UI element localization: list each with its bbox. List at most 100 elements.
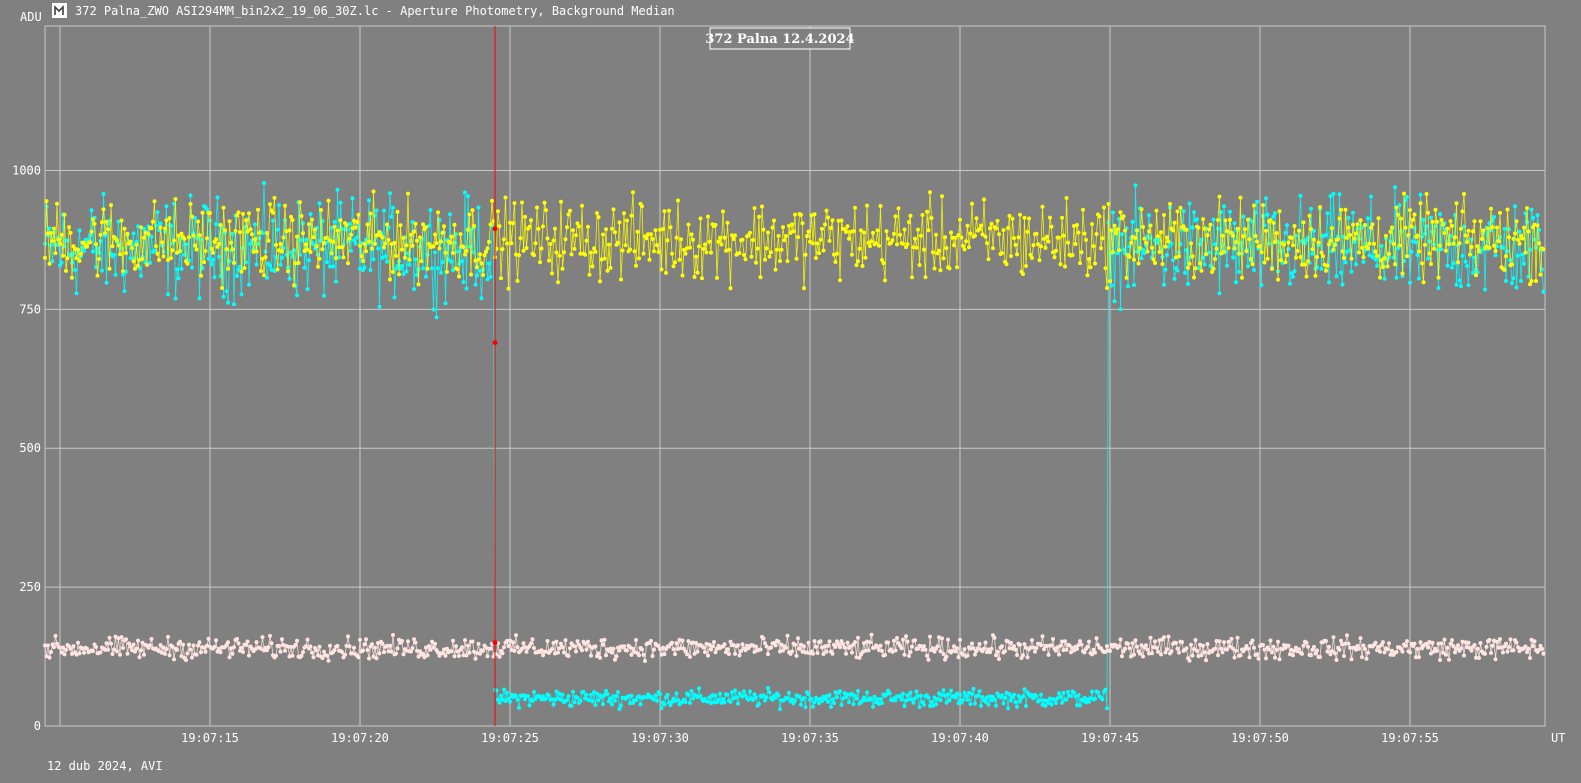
pink-series-point [1184, 646, 1189, 651]
cyan-series-point [283, 218, 287, 223]
yellow-series-point [193, 243, 197, 248]
cyan-series-point [901, 691, 905, 696]
cyan-series-point [983, 699, 988, 704]
cyan-series-point [1411, 239, 1415, 244]
pink-series-point [1475, 646, 1480, 651]
yellow-series-point [145, 262, 149, 267]
yellow-series-point [1525, 206, 1529, 211]
yellow-series-point [827, 238, 832, 243]
cyan-series-point [770, 697, 775, 702]
pink-series-point [391, 633, 395, 637]
pink-series-point [766, 652, 770, 657]
yellow-series-point [440, 230, 445, 235]
yellow-series-point [796, 235, 800, 240]
cyan-series-point [1192, 210, 1196, 215]
pink-series-point [170, 644, 175, 649]
pink-series-point [1220, 650, 1225, 655]
pink-series-point [356, 655, 361, 660]
yellow-series-point [296, 261, 301, 265]
cyan-series-point [1457, 278, 1462, 283]
pink-series-point [112, 647, 116, 652]
cyan-series-point [334, 279, 338, 284]
yellow-series-point [1502, 267, 1507, 272]
pink-series-point [286, 644, 290, 649]
pink-series-point [736, 643, 740, 648]
yellow-series-point [811, 241, 815, 246]
pink-series-point [1130, 641, 1135, 646]
cyan-series-point [451, 268, 455, 273]
pink-series-point [1150, 651, 1154, 656]
cyan-series-point [1469, 237, 1474, 242]
pink-series-point [421, 651, 425, 656]
yellow-series-point [851, 229, 856, 234]
yellow-series-point [133, 266, 137, 271]
cyan-series-point [707, 695, 712, 700]
yellow-series-point [554, 250, 559, 255]
yellow-series-point [179, 231, 184, 236]
yellow-series-point [1087, 257, 1091, 261]
pink-series-point [944, 654, 949, 659]
pink-series-point [125, 651, 130, 656]
pink-series-point [952, 644, 956, 649]
cyan-series-point [844, 695, 848, 700]
yellow-series-point [1028, 252, 1033, 257]
cyan-series-point [428, 208, 433, 213]
yellow-series-point [605, 268, 610, 273]
pink-series-point [142, 652, 146, 657]
yellow-series-point [1268, 218, 1273, 223]
yellow-series-point [1249, 257, 1253, 261]
pink-series-point [1256, 656, 1261, 661]
yellow-series-point [845, 224, 850, 229]
yellow-series-point [457, 274, 461, 279]
yellow-series-point [1454, 201, 1459, 206]
y-tick-label: 0 [34, 719, 41, 733]
cyan-series-point [593, 703, 598, 707]
pink-series-point [361, 648, 365, 653]
cyan-series-point [907, 697, 911, 702]
pink-series-point [956, 655, 961, 660]
yellow-series-point [968, 231, 973, 236]
yellow-series-point [190, 214, 194, 219]
cyan-series-point [173, 296, 178, 301]
pink-series-point [283, 648, 287, 653]
pink-series-point [686, 639, 691, 644]
pink-series-point [188, 647, 193, 652]
pink-series-point [206, 636, 211, 641]
cyan-series-point [676, 698, 680, 702]
yellow-series-point [250, 232, 254, 237]
yellow-series-point [769, 250, 773, 255]
pink-series-point [649, 638, 653, 643]
cyan-series-point [752, 692, 757, 697]
pink-series-point [1394, 650, 1399, 654]
pink-series-point [148, 643, 152, 648]
yellow-series-point [1048, 215, 1052, 220]
pink-series-point [695, 649, 700, 654]
yellow-series-point [322, 241, 326, 245]
yellow-series-point [277, 248, 281, 253]
pink-series-point [793, 642, 797, 647]
pink-series-point [1145, 647, 1150, 652]
pink-series-point [1306, 644, 1310, 649]
yellow-series-point [172, 238, 176, 243]
pink-series-point [604, 653, 608, 658]
yellow-series-point [1289, 235, 1294, 240]
yellow-series-point [949, 230, 953, 235]
cyan-series-point [1424, 224, 1429, 229]
pink-series-point [1030, 638, 1034, 643]
yellow-series-point [1358, 218, 1363, 223]
yellow-series-point [835, 251, 839, 256]
pink-series-point [484, 645, 488, 650]
yellow-series-point [1270, 266, 1274, 271]
yellow-series-point [1222, 249, 1226, 254]
yellow-series-point [262, 273, 266, 278]
pink-series-point [865, 639, 869, 644]
pink-series-point [299, 653, 304, 658]
yellow-series-point [251, 249, 256, 254]
cyan-series-point [1337, 192, 1342, 197]
cyan-series-point [508, 699, 512, 704]
yellow-series-point [895, 242, 899, 247]
cyan-series-point [835, 695, 839, 700]
yellow-series-point [215, 244, 220, 249]
yellow-series-point [74, 256, 79, 261]
yellow-series-point [704, 250, 709, 255]
